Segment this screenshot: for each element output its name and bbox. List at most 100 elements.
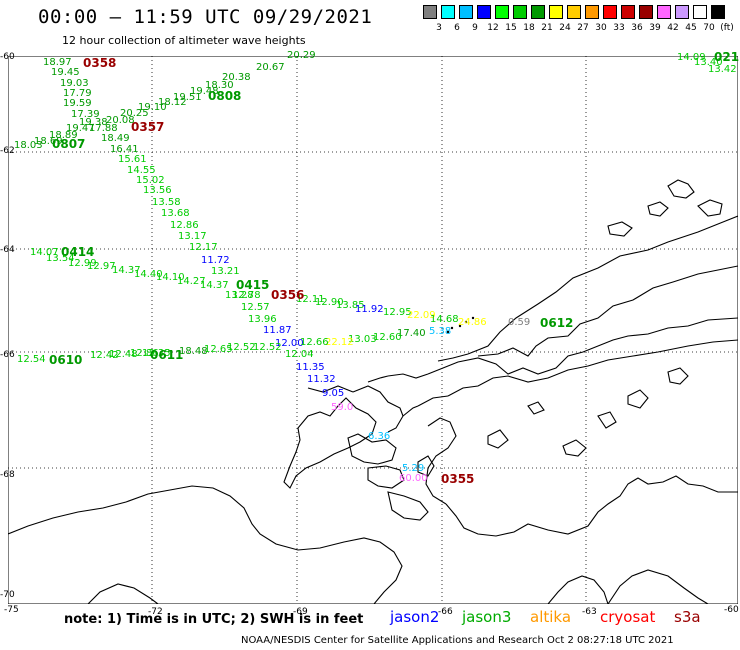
wave-height-value: 19.51 bbox=[173, 92, 202, 103]
wave-height-value: 12.57 bbox=[241, 302, 270, 313]
wave-height-value: 15.02 bbox=[136, 175, 165, 186]
pass-time-label: 0612 bbox=[540, 316, 574, 330]
wave-height-value: 13.40 bbox=[694, 57, 723, 68]
wave-height-value: 13.96 bbox=[248, 314, 277, 325]
pass-time-label: 0611 bbox=[150, 348, 184, 362]
wave-height-value: 6.36 bbox=[368, 431, 391, 442]
wave-height-value: 22.09 bbox=[407, 310, 436, 321]
latitude-label: -70 bbox=[0, 590, 15, 600]
wave-height-value: 15.61 bbox=[118, 154, 147, 165]
wave-height-value: 13.68 bbox=[161, 208, 190, 219]
colorbar-label: 15 bbox=[505, 23, 517, 33]
coastline-marks bbox=[446, 316, 475, 334]
coastline bbox=[8, 179, 738, 604]
wave-height-value: 17.40 bbox=[397, 328, 426, 339]
wave-height-value: 12.54 bbox=[17, 354, 46, 365]
map-subtitle: 12 hour collection of altimeter wave hei… bbox=[62, 34, 306, 47]
wave-height-value: 20.67 bbox=[256, 62, 285, 73]
longitude-label: -66 bbox=[438, 607, 453, 617]
longitude-label: -63 bbox=[582, 607, 597, 617]
wave-height-value: 12.52 bbox=[253, 342, 282, 353]
colorbar-swatch bbox=[603, 5, 617, 19]
colorbar-swatch bbox=[675, 5, 689, 19]
wave-height-value: 11.92 bbox=[355, 304, 384, 315]
colorbar-swatch bbox=[459, 5, 473, 19]
colorbar-label: 3 bbox=[436, 23, 442, 33]
colorbar-swatch bbox=[477, 5, 491, 19]
wave-height-value: 19.03 bbox=[60, 78, 89, 89]
footer-note: note: 1) Time is in UTC; 2) SWH is in fe… bbox=[64, 612, 364, 627]
wave-height-value: 14.55 bbox=[127, 165, 156, 176]
wave-height-value: 0.59 bbox=[508, 317, 531, 328]
wave-height-value: 13.85 bbox=[336, 300, 365, 311]
colorbar-swatch bbox=[657, 5, 671, 19]
wave-height-value: 18.03 bbox=[14, 140, 43, 151]
wave-height-value: 5.38 bbox=[429, 326, 452, 337]
pass-time-label: 0358 bbox=[83, 56, 117, 70]
colorbar-swatch bbox=[693, 5, 707, 19]
longitude-label: -60 bbox=[724, 605, 739, 615]
colorbar-label: (ft) bbox=[720, 23, 734, 33]
wave-height-value: 13.17 bbox=[178, 231, 207, 242]
wave-height-value: 20.38 bbox=[222, 72, 251, 83]
wave-height-value: 9.05 bbox=[322, 388, 345, 399]
wave-height-value: 12.04 bbox=[285, 349, 314, 360]
pass-time-label: 0415 bbox=[236, 278, 270, 292]
colorbar-label: 42 bbox=[667, 23, 679, 33]
wave-height-value: 14.27 bbox=[177, 276, 206, 287]
wave-height-value: 19.47 bbox=[66, 123, 95, 134]
colorbar-swatch bbox=[495, 5, 509, 19]
wave-height-value: 24.86 bbox=[458, 317, 487, 328]
wave-height-value: 16.41 bbox=[110, 144, 139, 155]
wave-height-value: 18.69 bbox=[34, 136, 63, 147]
colorbar-swatch bbox=[711, 5, 725, 19]
wave-height-value: 13.58 bbox=[152, 197, 181, 208]
wave-height-value: 11.72 bbox=[201, 255, 230, 266]
wave-height-value: 11.35 bbox=[296, 362, 325, 373]
colorbar-label: 12 bbox=[487, 23, 499, 33]
wave-height-value: 12.35 bbox=[142, 348, 171, 359]
wave-height-value: 12.42 bbox=[90, 350, 119, 361]
wave-height-value: 18.49 bbox=[101, 133, 130, 144]
wave-height-value: 12.60 bbox=[373, 332, 402, 343]
wave-height-value: 13.03 bbox=[348, 334, 377, 345]
wave-height-value: 18.97 bbox=[43, 57, 72, 68]
colorbar-swatch bbox=[513, 5, 527, 19]
latitude-label: -64 bbox=[0, 245, 15, 255]
wave-height-value: 20.25 bbox=[120, 108, 149, 119]
longitude-label: -69 bbox=[293, 607, 308, 617]
latitude-label: -66 bbox=[0, 350, 15, 360]
colorbar-swatch bbox=[621, 5, 635, 19]
wave-height-value: 20.29 bbox=[287, 50, 316, 61]
wave-height-value: 12.95 bbox=[383, 307, 412, 318]
wave-height-value: 20.08 bbox=[106, 115, 135, 126]
wave-height-value: 13.54 bbox=[46, 253, 75, 264]
wave-height-value: 12.99 bbox=[68, 258, 97, 269]
satellite-legend-jason3: jason3 bbox=[462, 608, 512, 626]
wave-height-value: 22.12 bbox=[325, 337, 354, 348]
wave-height-value: 12.78 bbox=[232, 290, 261, 301]
wave-height-value: 19.45 bbox=[51, 67, 80, 78]
colorbar-label: 45 bbox=[685, 23, 697, 33]
colorbar-swatch bbox=[423, 5, 437, 19]
wave-height-value: 19.59 bbox=[63, 98, 92, 109]
wave-height-value: 59.0 bbox=[331, 402, 354, 413]
pass-time-label: 0808 bbox=[208, 89, 242, 103]
wave-height-value: 14.09 bbox=[677, 52, 706, 63]
longitude-label: -72 bbox=[148, 607, 163, 617]
map-canvas bbox=[8, 56, 738, 604]
pass-time-label: 0414 bbox=[61, 245, 95, 259]
wave-height-value: 12.66 bbox=[300, 337, 329, 348]
colorbar-swatch bbox=[585, 5, 599, 19]
colorbar-swatch bbox=[549, 5, 563, 19]
wave-height-value: 11.87 bbox=[263, 325, 292, 336]
wave-height-value: 17.88 bbox=[89, 123, 118, 134]
colorbar-label: 39 bbox=[649, 23, 661, 33]
colorbar-label: 18 bbox=[523, 23, 535, 33]
wave-height-value: 14.37 bbox=[200, 280, 229, 291]
wave-height-value: 17.39 bbox=[71, 109, 100, 120]
footer-credit: NOAA/NESDIS Center for Satellite Applica… bbox=[241, 635, 674, 646]
wave-height-value: 12.48 bbox=[109, 349, 138, 360]
pass-time-label: 021 bbox=[714, 50, 740, 64]
wave-height-value: 14.10 bbox=[156, 272, 185, 283]
